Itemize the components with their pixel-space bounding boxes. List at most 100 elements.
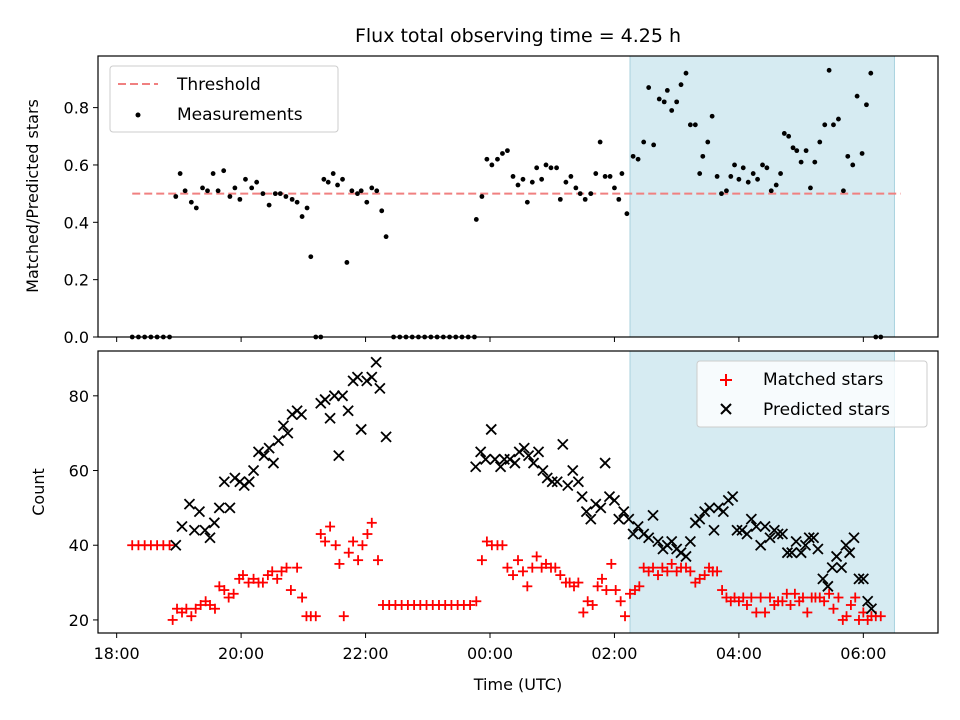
measurement-point (369, 185, 375, 191)
predicted-stars-point (509, 457, 521, 469)
matched-stars-point (338, 611, 349, 622)
top-axes-frame (97, 55, 939, 338)
predicted-stars-point (632, 520, 644, 533)
measurement-point (254, 179, 260, 185)
predicted-stars-point (618, 505, 630, 518)
measurement-point (822, 122, 828, 128)
measurement-point (237, 196, 243, 202)
matched-stars-point (330, 540, 341, 551)
predicted-stars-point (857, 573, 869, 585)
predicted-stars-point (532, 446, 545, 458)
measurement-point (808, 185, 813, 191)
predicted-stars-point (684, 535, 696, 548)
measurement-point (868, 70, 874, 76)
predicted-stars-point (263, 442, 275, 454)
y-tick-label: 0.2 (64, 271, 89, 290)
measurement-point (773, 182, 779, 188)
measurement-point (364, 199, 370, 205)
measurement-point (607, 174, 613, 179)
predicted-stars-point (694, 513, 706, 525)
predicted-stars-point (199, 524, 211, 536)
matched-stars-point (777, 596, 788, 607)
predicted-stars-point (853, 573, 865, 585)
measurement-point (383, 234, 389, 240)
predicted-stars-point (862, 595, 874, 607)
predicted-stars-point (790, 535, 802, 548)
predicted-stars-point (576, 491, 588, 503)
predicted-stars-point (666, 535, 678, 548)
measurement-point (705, 139, 711, 145)
matched-stars-point (272, 573, 283, 584)
measurement-point (340, 176, 345, 182)
predicted-stars-point (623, 513, 635, 525)
matched-stars-point (741, 599, 752, 610)
matched-stars-point (845, 599, 856, 610)
matched-stars-point (343, 547, 354, 558)
chart-title: Flux total observing time = 4.25 h (355, 25, 681, 47)
matched-stars-point (228, 588, 239, 599)
predicted-stars-point (351, 371, 364, 383)
predicted-stars-point (595, 502, 607, 514)
predicted-stars-point (374, 382, 386, 394)
measurement-point (349, 188, 355, 194)
measurement-point (641, 139, 647, 145)
measurement-point (355, 191, 360, 197)
matched-stars-point (550, 562, 561, 573)
matched-stars-point (513, 555, 523, 566)
matched-stars-point (325, 521, 336, 532)
measurement-point (182, 188, 188, 194)
predicted-stars-point (170, 539, 182, 551)
legend-measurements-label: Measurements (177, 105, 303, 125)
predicted-stars-point (643, 532, 655, 544)
measurement-point (697, 171, 703, 176)
predicted-stars-point (781, 547, 794, 559)
predicted-stars-point (518, 442, 530, 454)
measurement-point (289, 196, 295, 202)
measurement-point (277, 191, 283, 197)
measurement-point (854, 93, 860, 99)
matched-stars-point (353, 555, 364, 566)
matched-stars-point (522, 581, 533, 592)
predicted-stars-point (295, 408, 308, 421)
predicted-stars-point (267, 457, 280, 469)
matched-stars-point (597, 573, 607, 584)
predicted-stars-point (370, 356, 382, 368)
top-axes: 0.00.20.40.60.8 Matched/Predicted stars … (23, 55, 939, 347)
measurement-point (563, 179, 569, 185)
predicted-stars-point (759, 520, 771, 533)
measurement-point (859, 151, 865, 156)
predicted-stars-point (557, 438, 569, 451)
matched-stars-point (760, 607, 771, 618)
predicted-stars-point (258, 449, 270, 462)
predicted-stars-point (844, 547, 856, 559)
measurement-point (750, 171, 756, 176)
predicted-stars-point (647, 509, 659, 521)
measurement-point (539, 176, 545, 182)
x-tick-label: 22:00 (343, 644, 389, 663)
predicted-stars-point (803, 532, 815, 544)
measurement-point (709, 113, 715, 119)
matched-stars-point (297, 592, 308, 603)
measurement-point (845, 153, 851, 159)
predicted-stars-point (333, 449, 345, 462)
predicted-stars-point (562, 479, 574, 492)
matched-stars-point (789, 588, 800, 599)
predicted-stars-point (795, 547, 807, 559)
measurement-point (495, 156, 500, 162)
measurement-point (543, 162, 549, 168)
predicted-stars-point (776, 528, 789, 540)
matched-stars-point (292, 562, 303, 573)
x-tick-label: 06:00 (840, 644, 886, 663)
predicted-stars-point (567, 464, 579, 477)
matched-stars-point (555, 570, 566, 581)
measurement-point (304, 205, 310, 211)
matched-stars-point (755, 592, 766, 603)
predicted-stars-point (489, 453, 501, 465)
observing-window-span (629, 55, 895, 338)
predicted-stars-point (247, 464, 260, 477)
predicted-stars-point (204, 532, 216, 544)
measurement-point (651, 142, 657, 148)
measurement-point (554, 165, 559, 171)
matched-stars-point (357, 540, 368, 551)
measurement-point (812, 159, 818, 165)
